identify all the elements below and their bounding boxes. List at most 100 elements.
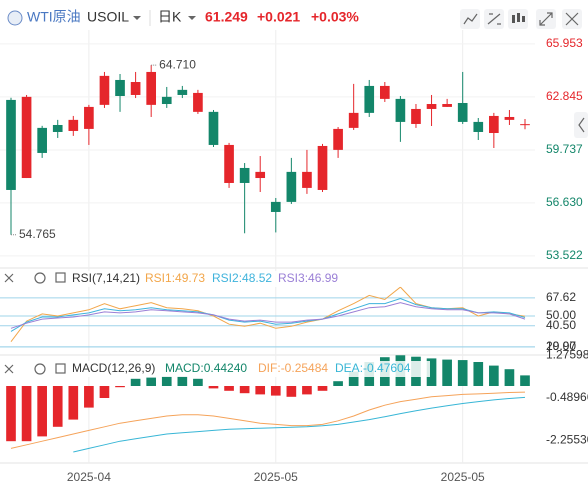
macd-bar: [130, 378, 141, 386]
indicator-title: MACD(12,26,9): [72, 361, 155, 375]
rsi-controls: [4, 272, 66, 284]
macd-bar: [37, 386, 47, 437]
instrument-name[interactable]: WTI原油: [27, 9, 81, 25]
macd-bar: [504, 369, 515, 386]
candle-body: [411, 108, 421, 124]
candle-body: [473, 121, 484, 132]
candle-body: [255, 171, 266, 179]
candle-body: [395, 98, 406, 122]
settings-icon[interactable]: [34, 363, 46, 375]
tool-icon: [565, 12, 579, 26]
close-icon[interactable]: [4, 273, 14, 283]
macd-bar: [224, 386, 234, 391]
y-tick-label: 56.630: [546, 195, 583, 209]
toolbar: [460, 9, 582, 29]
legend-name: RSI1: [145, 271, 172, 285]
y-tick-label: 59.737: [546, 142, 583, 156]
side-toggle-icon: [578, 117, 585, 133]
legend-separator: :: [172, 271, 175, 285]
panel-icon[interactable]: [55, 272, 66, 283]
macd-bar: [6, 386, 16, 442]
legend-value: 0.44240: [204, 361, 248, 375]
dropdown-arrow[interactable]: [133, 16, 141, 20]
legend-name: RSI3: [278, 271, 305, 285]
candle-body: [193, 92, 203, 112]
x-tick-label: 2025-05: [254, 470, 298, 484]
macd-bar: [426, 358, 437, 386]
legend-value: 46.99: [308, 271, 338, 285]
legend-backdrop: [70, 271, 430, 287]
candle-body: [68, 119, 79, 131]
macd-bar: [68, 386, 79, 420]
macd-bar: [115, 386, 125, 388]
legend-value: -0.25484: [281, 361, 329, 375]
candle-body: [6, 99, 16, 190]
candle-body: [224, 144, 234, 183]
macd-bar: [520, 375, 530, 386]
macd-bar: [52, 386, 63, 427]
symbol-icon: [7, 10, 23, 26]
macd-bar: [193, 378, 203, 386]
macd-bar: [99, 386, 110, 398]
candle-body: [364, 85, 375, 113]
legend-separator: :: [200, 361, 203, 375]
tool-icon: [539, 12, 553, 26]
y-tick-label: 1.27598: [546, 348, 588, 362]
indicator-line: [10, 391, 526, 449]
candle-body: [84, 106, 94, 129]
y-tick-label: 65.953: [546, 36, 583, 50]
y-tick-label: 20.00: [546, 339, 576, 353]
candle-body: [348, 112, 359, 128]
legend-name: DEA: [335, 361, 360, 375]
legend-entry: MACD:0.44240: [165, 361, 247, 375]
price: 61.249: [205, 9, 248, 25]
tool-icon: [512, 13, 525, 23]
macd-bar: [457, 360, 468, 386]
candle-body: [489, 115, 499, 134]
candle-body: [317, 145, 328, 190]
candle-body: [457, 102, 468, 122]
macd-bar: [161, 376, 172, 386]
legend-separator: :: [305, 271, 308, 285]
tool-icon: [487, 13, 501, 25]
tool-icon: [463, 13, 478, 25]
legend-backdrop: [70, 361, 430, 377]
macd-bar: [146, 377, 157, 386]
instrument-symbol[interactable]: USOIL: [87, 9, 129, 25]
candle-body: [239, 167, 250, 183]
dropdown-arrow[interactable]: [188, 16, 196, 20]
indicator-line: [10, 302, 526, 329]
indicator-line: [10, 297, 526, 332]
min-annotation: 54.765: [19, 227, 56, 241]
macd-bar: [84, 386, 94, 408]
y-tick-label: 50.00: [546, 308, 576, 322]
period[interactable]: 日K: [158, 9, 182, 25]
candle-body: [270, 201, 281, 212]
candle-body: [333, 128, 343, 150]
candle-body: [177, 89, 188, 95]
change-pct: +0.03%: [311, 9, 359, 25]
side-toggle[interactable]: [574, 112, 588, 138]
max-annotation: 64.710: [159, 57, 196, 71]
candle-body: [21, 96, 32, 179]
y-tick-label: 67.62: [546, 290, 576, 304]
settings-icon[interactable]: [34, 272, 46, 284]
candle-body: [379, 85, 390, 99]
candle-body: [302, 171, 312, 188]
macd-bar: [473, 362, 484, 386]
legend-separator: :: [360, 361, 363, 375]
macd-bar: [348, 371, 359, 386]
candle-body: [161, 96, 172, 105]
legend-entry: RSI1:49.73: [145, 271, 205, 285]
close-icon[interactable]: [4, 364, 14, 374]
legend-entry: RSI2:48.52: [212, 271, 272, 285]
y-tick-label: -0.48966: [546, 390, 588, 404]
legend-entry: DEA:-0.47604: [335, 361, 411, 375]
legend-separator: :: [239, 271, 242, 285]
indicator-line: [73, 396, 526, 453]
panel-icon[interactable]: [55, 363, 66, 374]
legend-value: 49.73: [175, 271, 205, 285]
macd-bar: [255, 386, 266, 395]
candle-body: [52, 124, 63, 132]
